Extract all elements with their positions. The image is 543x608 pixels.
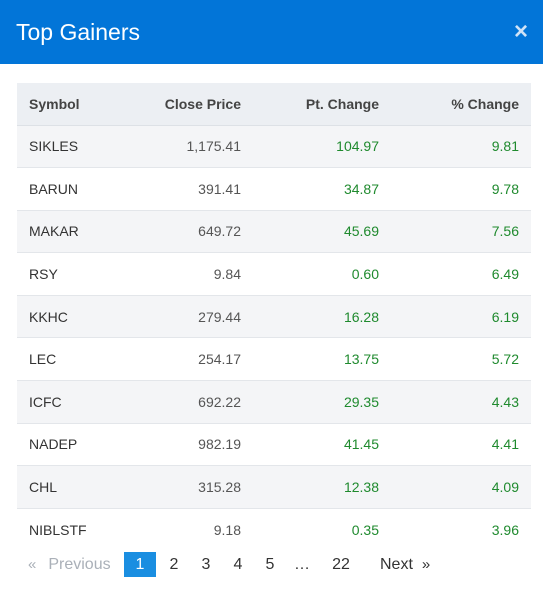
previous-page-button[interactable]: « Previous <box>18 552 124 577</box>
table-row[interactable]: KKHC 279.44 16.28 6.19 <box>17 295 531 338</box>
pt-change-cell: 13.75 <box>343 351 379 368</box>
pt-change-cell: 0.60 <box>351 266 379 283</box>
previous-label: Previous <box>48 555 111 573</box>
chevron-double-left-icon: « <box>28 556 37 573</box>
next-page-button[interactable]: Next » <box>364 552 430 577</box>
pagination-ellipsis: … <box>294 555 310 573</box>
pt-change-cell: 104.97 <box>336 138 379 155</box>
symbol-cell: RSY <box>29 266 58 283</box>
table-header-row: Symbol Close Price Pt. Change % Change <box>17 83 531 125</box>
symbol-cell: SIKLES <box>29 138 79 155</box>
close-price-cell: 982.19 <box>198 436 241 453</box>
pt-change-cell: 16.28 <box>343 308 379 325</box>
top-gainers-table-container: Symbol Close Price Pt. Change % Change S… <box>17 83 531 551</box>
pt-change-cell: 34.87 <box>343 180 379 197</box>
close-icon[interactable]: × <box>513 18 528 45</box>
next-label: Next <box>380 555 413 573</box>
close-price-cell: 649.72 <box>198 223 241 240</box>
close-price-cell: 692.22 <box>198 393 241 410</box>
chevron-double-right-icon: » <box>421 556 431 573</box>
symbol-cell: NIBLSTF <box>29 521 87 538</box>
pagination: « Previous 1 2 3 4 5 … 22 Next » <box>18 552 430 577</box>
table-row[interactable]: LEC 254.17 13.75 5.72 <box>17 337 531 381</box>
page-button-3[interactable]: 3 <box>201 555 211 573</box>
page-button-5[interactable]: 5 <box>265 555 275 573</box>
page-button-22[interactable]: 22 <box>332 555 350 573</box>
pt-change-cell: 0.35 <box>351 521 379 538</box>
pct-change-cell: 4.09 <box>491 479 519 496</box>
pct-change-cell: 3.96 <box>491 521 519 538</box>
close-price-cell: 1,175.41 <box>186 138 242 155</box>
close-price-cell: 315.28 <box>198 479 241 496</box>
symbol-cell: ICFC <box>29 393 62 410</box>
page-button-1[interactable]: 1 <box>124 552 156 577</box>
symbol-cell: CHL <box>29 479 58 496</box>
column-header-close-price[interactable]: Close Price <box>164 95 241 112</box>
page-button-2[interactable]: 2 <box>169 555 179 573</box>
pct-change-cell: 4.41 <box>491 436 519 453</box>
symbol-cell: MAKAR <box>29 223 79 240</box>
table-row[interactable]: RSY 9.84 0.60 6.49 <box>17 252 531 296</box>
table-row[interactable]: CHL 315.28 12.38 4.09 <box>17 465 531 509</box>
table-row[interactable]: MAKAR 649.72 45.69 7.56 <box>17 210 531 253</box>
close-price-cell: 254.17 <box>198 351 241 368</box>
modal-title: Top Gainers <box>16 18 141 45</box>
table-row[interactable]: NIBLSTF 9.18 0.35 3.96 <box>17 508 531 551</box>
column-header-symbol[interactable]: Symbol <box>29 95 80 112</box>
pct-change-cell: 6.19 <box>491 308 519 325</box>
close-price-cell: 9.18 <box>213 521 241 538</box>
page-button-4[interactable]: 4 <box>233 555 243 573</box>
close-price-cell: 279.44 <box>198 308 241 325</box>
top-gainers-table: Symbol Close Price Pt. Change % Change S… <box>17 83 531 551</box>
pt-change-cell: 12.38 <box>343 479 379 496</box>
symbol-cell: NADEP <box>29 436 78 453</box>
close-price-cell: 9.84 <box>213 266 241 283</box>
pct-change-cell: 5.72 <box>491 351 519 368</box>
table-row[interactable]: BARUN 391.41 34.87 9.78 <box>17 167 531 211</box>
pct-change-cell: 9.78 <box>491 180 519 197</box>
close-price-cell: 391.41 <box>198 180 241 197</box>
column-header-pt-change[interactable]: Pt. Change <box>305 95 379 112</box>
pct-change-cell: 4.43 <box>491 393 519 410</box>
modal-header: Top Gainers × <box>0 0 543 64</box>
pt-change-cell: 29.35 <box>343 393 379 410</box>
pct-change-cell: 6.49 <box>491 266 519 283</box>
symbol-cell: LEC <box>29 351 57 368</box>
table-row[interactable]: ICFC 692.22 29.35 4.43 <box>17 380 531 424</box>
symbol-cell: KKHC <box>29 308 68 325</box>
pct-change-cell: 7.56 <box>491 223 519 240</box>
table-row[interactable]: NADEP 982.19 41.45 4.41 <box>17 423 531 466</box>
symbol-cell: BARUN <box>29 180 79 197</box>
pt-change-cell: 41.45 <box>343 436 379 453</box>
pt-change-cell: 45.69 <box>343 223 379 240</box>
pct-change-cell: 9.81 <box>491 138 519 155</box>
column-header-pct-change[interactable]: % Change <box>451 95 519 112</box>
table-row[interactable]: SIKLES 1,175.41 104.97 9.81 <box>17 125 531 168</box>
